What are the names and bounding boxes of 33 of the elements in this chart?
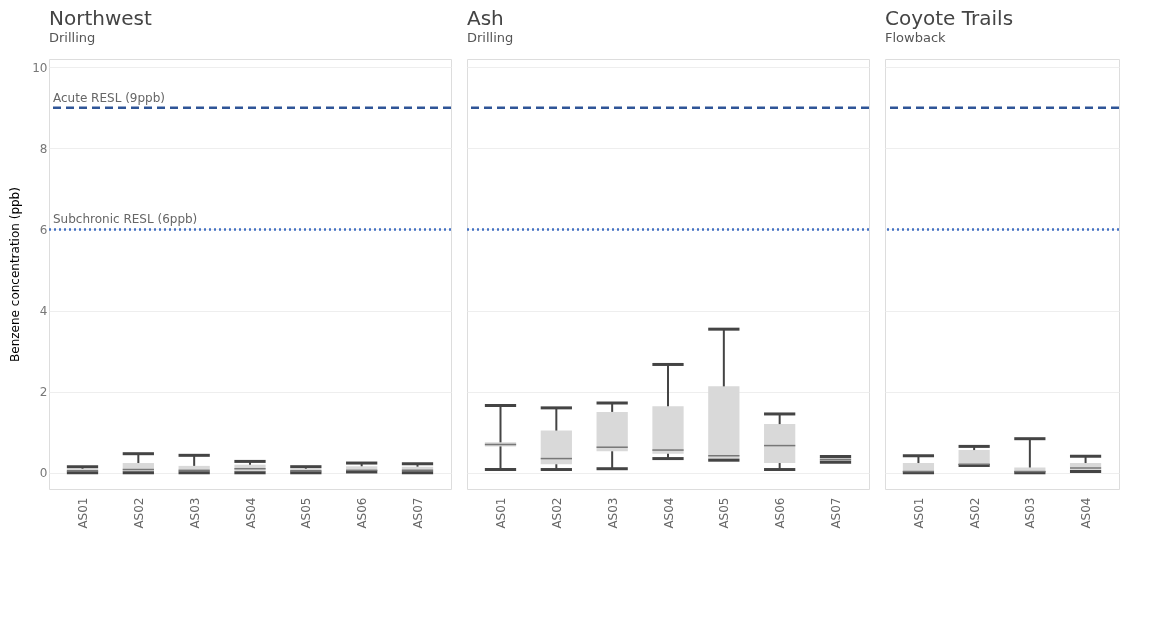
chart-title: Ash: [467, 6, 504, 30]
x-tick-label: AS04: [661, 497, 676, 529]
x-tick-label: AS01: [494, 497, 508, 529]
x-tick-label: AS04: [243, 497, 258, 529]
x-tick-label: AS01: [911, 497, 926, 529]
x-tick-label: AS02: [967, 497, 982, 529]
x-tick-label: AS03: [605, 497, 620, 529]
y-tick-label: 0: [39, 466, 48, 481]
x-tick-label: AS02: [131, 497, 146, 529]
chart-subtitle: Flowback: [885, 30, 947, 45]
chart-subtitle: Drilling: [49, 30, 96, 45]
y-tick-label: 6: [39, 222, 48, 237]
y-tick-label: 8: [39, 141, 48, 156]
x-tick-label: AS06: [773, 497, 788, 529]
x-tick-label: AS05: [717, 497, 732, 529]
chart-title: Northwest: [49, 6, 153, 30]
x-tick-label: AS07: [829, 497, 843, 529]
ref-line-label: Acute RESL (9ppb): [53, 90, 165, 105]
ref-line-label: Subchronic RESL (6ppb): [53, 212, 198, 227]
x-tick-label: AS02: [549, 497, 564, 529]
x-tick-label: AS04: [1079, 497, 1094, 529]
x-tick-label: AS03: [187, 497, 202, 529]
y-tick-label: 10: [32, 60, 48, 75]
y-tick-label: 4: [39, 304, 48, 319]
x-tick-label: AS01: [76, 497, 90, 529]
y-tick-label: 2: [39, 385, 48, 400]
y-axis-title: Benzene concentration (ppb): [8, 187, 23, 362]
chart-subtitle: Drilling: [467, 30, 514, 45]
x-tick-label: AS07: [411, 497, 425, 529]
chart-title: Coyote Trails: [885, 6, 1014, 30]
x-tick-label: AS05: [299, 497, 314, 529]
x-tick-label: AS06: [355, 497, 370, 529]
x-tick-label: AS03: [1023, 497, 1038, 529]
